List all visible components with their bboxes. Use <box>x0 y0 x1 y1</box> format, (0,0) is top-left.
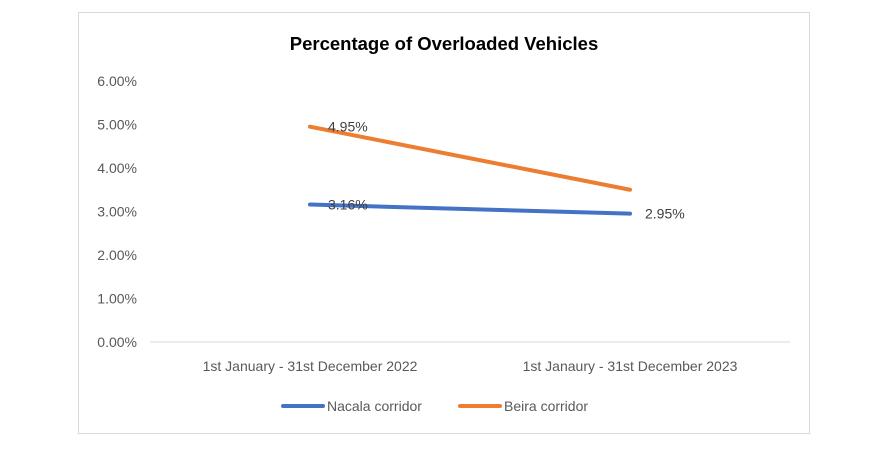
y-tick-label: 5.00% <box>97 117 137 133</box>
series-lines <box>308 124 632 216</box>
chart-title: Percentage of Overloaded Vehicles <box>290 33 598 54</box>
data-labels: 3.16% 2.95% 4.95% <box>328 119 685 222</box>
data-label: 4.95% <box>328 119 368 135</box>
x-tick-label: 1st Janaury - 31st December 2023 <box>523 358 738 374</box>
y-tick-label: 0.00% <box>97 334 137 350</box>
chart-frame <box>78 12 810 434</box>
y-tick-label: 4.00% <box>97 160 137 176</box>
y-tick-label: 6.00% <box>97 73 137 89</box>
legend: Nacala corridor Beira corridor <box>281 398 588 414</box>
data-label: 3.16% <box>328 197 368 213</box>
series-line-nacala <box>308 202 632 216</box>
x-axis-tick-labels: 1st January - 31st December 2022 1st Jana… <box>203 358 738 374</box>
x-tick-label: 1st January - 31st December 2022 <box>203 358 418 374</box>
y-tick-label: 3.00% <box>97 204 137 220</box>
legend-label: Beira corridor <box>504 398 588 414</box>
legend-label: Nacala corridor <box>327 398 422 414</box>
data-label: 2.95% <box>645 206 685 222</box>
y-tick-label: 2.00% <box>97 247 137 263</box>
y-axis-tick-labels: 0.00% 1.00% 2.00% 3.00% 4.00% 5.00% 6.00% <box>97 73 137 350</box>
series-line-beira <box>308 124 632 192</box>
y-tick-label: 1.00% <box>97 291 137 307</box>
